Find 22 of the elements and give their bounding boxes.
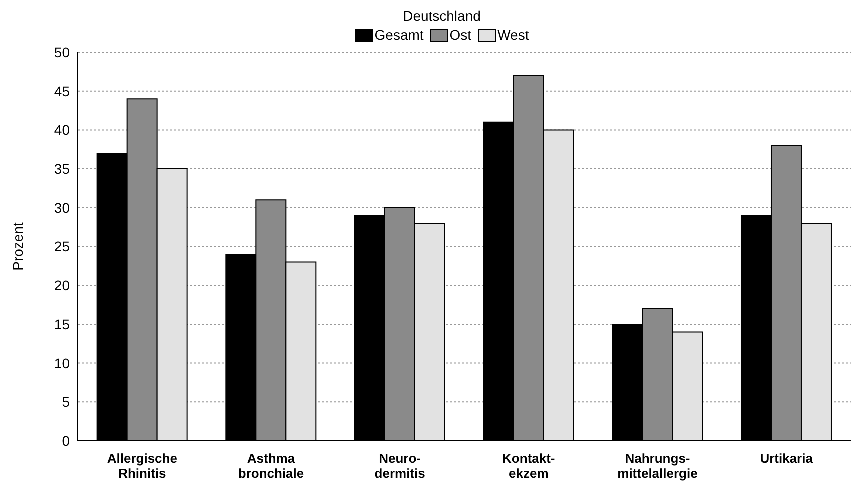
x-tick-label: Neuro- dermitis: [374, 451, 426, 481]
y-tick-label: 35: [54, 161, 70, 178]
legend-label: Ost: [448, 27, 472, 43]
legend-label: Gesamt: [374, 27, 424, 43]
y-tick-label: 25: [54, 238, 70, 255]
y-axis-title: Prozent: [10, 222, 26, 271]
y-tick-label: 5: [62, 394, 70, 410]
x-tick-label: Kontakt- ekzem: [502, 451, 556, 481]
x-tick-label: Urtikaria: [760, 451, 814, 466]
y-tick-label: 20: [54, 278, 70, 294]
y-tick-label: 50: [54, 44, 70, 60]
x-tick-label: Asthma bronchiale: [238, 451, 304, 481]
y-tick-label: 15: [54, 316, 70, 332]
x-tick-label: Allergische Rhinitis: [107, 451, 178, 481]
legend-label: West: [496, 27, 530, 43]
y-tick-label: 40: [54, 122, 70, 138]
x-tick-label: Nahrungs- mittelallergie: [618, 451, 698, 481]
y-tick-label: 0: [62, 432, 70, 449]
legend-title: Deutschland: [402, 8, 482, 24]
y-tick-label: 10: [54, 355, 70, 372]
y-tick-label: 30: [54, 200, 70, 216]
y-tick-label: 45: [54, 83, 70, 100]
